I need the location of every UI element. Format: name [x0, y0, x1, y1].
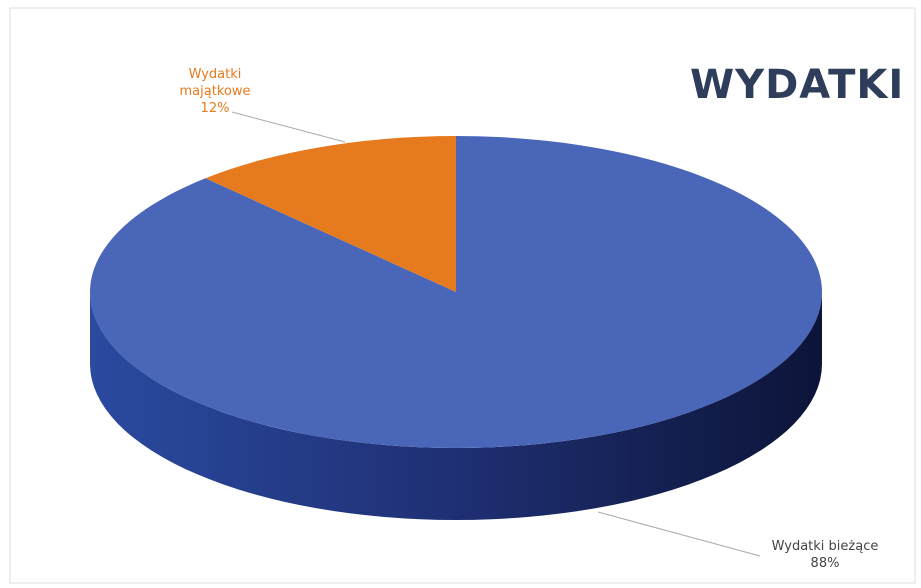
value-label: 12% [200, 101, 230, 116]
slice-label: Wydatki bieżące 88% [740, 538, 910, 572]
pie-side [90, 292, 822, 520]
frame [9, 7, 916, 584]
chart-title: WYDATKI [690, 62, 905, 108]
category-label: Wydatki bieżące [771, 539, 879, 554]
leader-line [231, 111, 346, 143]
category-label: Wydatki majątkowe [179, 67, 251, 99]
pie-slice [205, 136, 456, 292]
value-label: 88% [810, 556, 840, 571]
slice-label: Wydatki majątkowe 12% [160, 66, 270, 117]
leader-line [597, 511, 761, 557]
